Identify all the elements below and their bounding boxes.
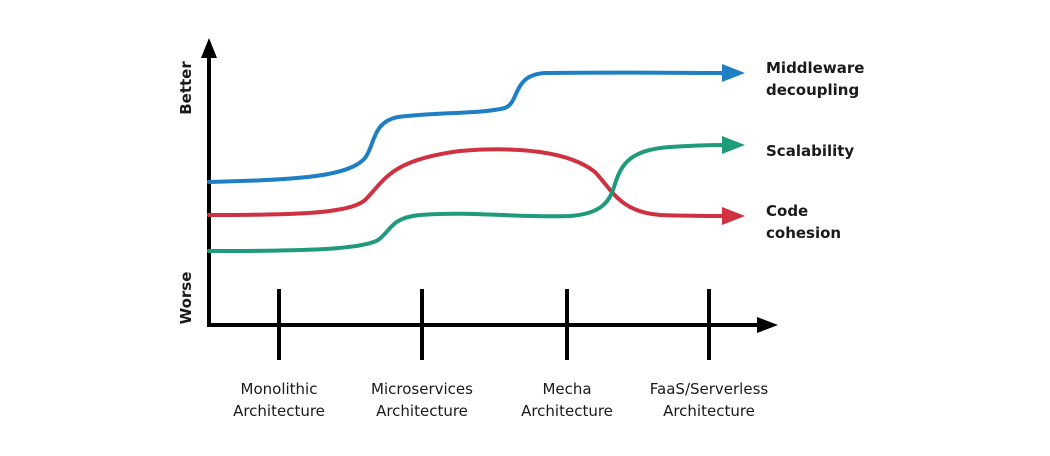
category-label-mecha-line2: Architecture <box>521 402 613 420</box>
y-axis-arrowhead <box>201 38 217 58</box>
arrowhead-code-cohesion <box>722 207 745 225</box>
arrowhead-scalability <box>722 136 745 154</box>
category-label-faas-line2: Architecture <box>663 402 755 420</box>
series-line-middleware-decoupling <box>207 70 727 184</box>
category-label-microservices-line1: Microservices <box>371 380 473 398</box>
category-label-monolithic-line1: Monolithic <box>241 380 318 398</box>
y-label-better: Better <box>177 61 195 115</box>
series-label-code-line2: cohesion <box>766 224 841 242</box>
arrowhead-middleware-decoupling <box>722 64 745 82</box>
series-label-middleware-line2: decoupling <box>766 81 859 99</box>
category-label-faas-line1: FaaS/Serverless <box>650 380 769 398</box>
series-line-code-cohesion <box>207 147 727 218</box>
series-label-middleware-line1: Middleware <box>766 59 864 77</box>
category-label-mecha-line1: Mecha <box>542 380 591 398</box>
category-label-microservices-line2: Architecture <box>376 402 468 420</box>
series-line-scalability <box>207 143 727 253</box>
series-label-code-line1: Code <box>766 202 808 220</box>
x-axis-arrowhead <box>757 317 778 333</box>
y-label-worse: Worse <box>177 272 195 325</box>
category-label-monolithic-line2: Architecture <box>233 402 325 420</box>
series-label-scalability: Scalability <box>766 142 854 160</box>
